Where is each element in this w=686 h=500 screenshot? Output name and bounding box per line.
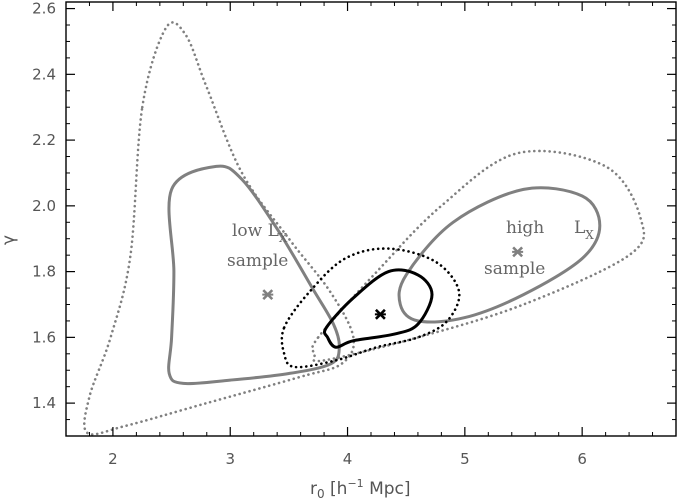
high-lx-label-lx: LX — [574, 218, 594, 242]
y-tick-label: 2.2 — [32, 131, 56, 149]
contour-high-lx-2-sigma — [310, 149, 646, 363]
y-tick-label: 1.4 — [32, 394, 56, 412]
x-axis-title: r0 [h−1 Mpc] — [310, 477, 411, 500]
low-lx-label-line2: sample — [227, 251, 288, 271]
y-tick-label: 1.8 — [32, 263, 56, 281]
low-lx-label-line1: low LX — [232, 221, 288, 245]
y-tick-label: 2.6 — [32, 0, 56, 18]
y-tick-label: 2.0 — [32, 197, 56, 215]
contour-high-lx-1-sigma — [397, 186, 602, 324]
contour-low-lx-2-sigma — [82, 21, 356, 436]
best-fit-marker-high-lx — [512, 246, 524, 258]
best-fit-marker-full — [374, 308, 386, 320]
y-axis-title: γ — [0, 235, 19, 245]
axes-layer: 2 3 4 5 6 1.4 1.6 1.8 2.0 2.2 2.4 2.6 — [32, 0, 677, 468]
contour-full-2-sigma — [280, 247, 461, 369]
contour-layer — [82, 21, 646, 436]
x-tick-label: 5 — [460, 450, 470, 468]
x-tick-label: 6 — [577, 450, 587, 468]
high-lx-label-sample: sample — [484, 259, 545, 279]
y-tick-label: 2.4 — [32, 65, 56, 83]
contour-full-1-sigma — [322, 268, 434, 349]
x-tick-label: 3 — [225, 450, 235, 468]
marker-layer — [262, 246, 524, 320]
x-tick-label: 4 — [343, 450, 353, 468]
high-lx-label-high: high — [506, 218, 544, 238]
x-tick-label: 2 — [108, 450, 118, 468]
best-fit-marker-low-lx — [262, 289, 274, 301]
y-tick-label: 1.6 — [32, 328, 56, 346]
